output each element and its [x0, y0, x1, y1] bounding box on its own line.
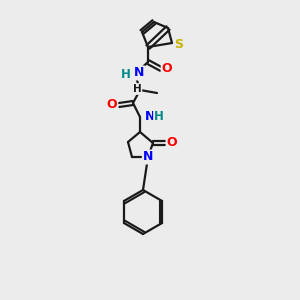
- Text: N: N: [143, 151, 153, 164]
- Text: H: H: [154, 110, 164, 122]
- Text: O: O: [162, 62, 172, 76]
- Text: O: O: [107, 98, 117, 112]
- Text: H: H: [133, 84, 141, 94]
- Text: O: O: [167, 136, 177, 149]
- Text: N: N: [134, 67, 144, 80]
- Text: H: H: [121, 68, 131, 80]
- Text: S: S: [175, 38, 184, 50]
- Text: N: N: [145, 110, 155, 122]
